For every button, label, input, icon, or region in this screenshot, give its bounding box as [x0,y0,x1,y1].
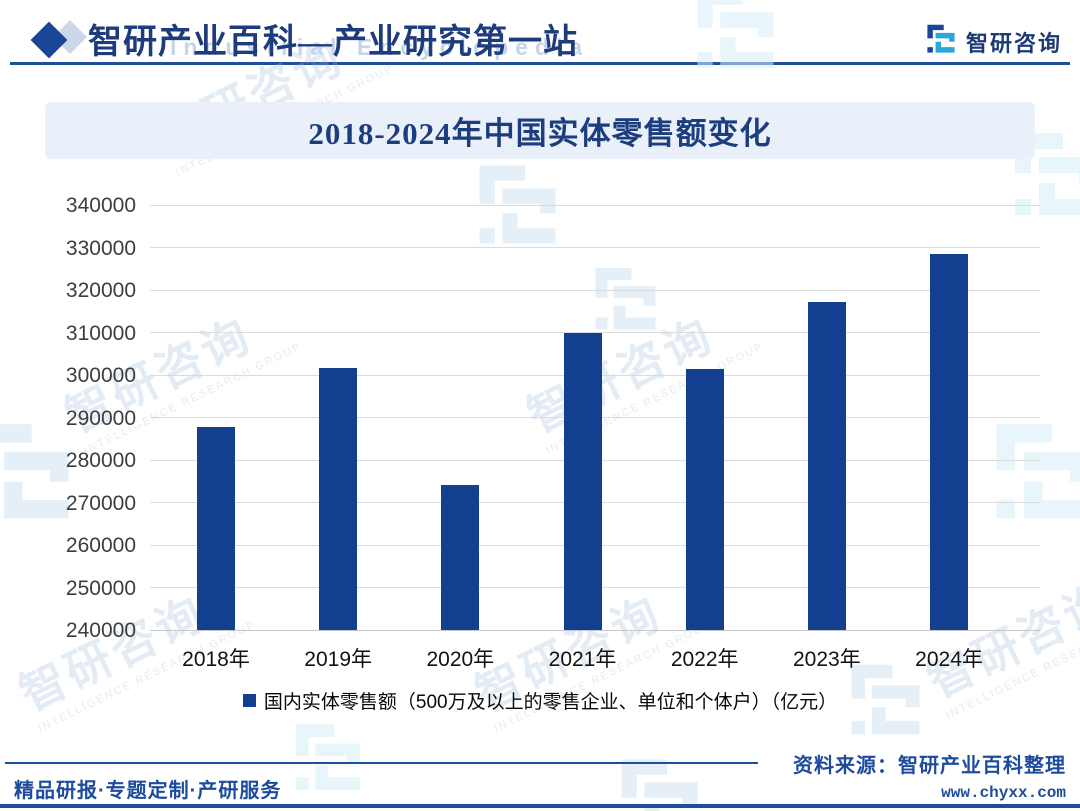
y-tick-label: 300000 [65,364,136,387]
header-ghost-text: Industrial Encyclopedia [170,34,590,60]
x-label-2018年: 2018年 [182,648,250,671]
chart-title: 2018-2024年中国实体零售额变化 [308,116,772,151]
bottom-accent-line [0,804,1080,808]
gridline [150,289,1040,291]
y-tick-label: 240000 [65,619,136,642]
x-label-2022年: 2022年 [670,648,739,671]
website-url: www.chyxx.com [941,784,1066,802]
bar-2023年 [807,301,846,630]
y-tick-label: 340000 [65,194,136,217]
y-tick-label: 320000 [65,279,136,302]
footer-tagline: 精品研报·专题定制·产研服务 [14,780,282,802]
bar-2018年 [197,426,235,630]
legend-label: 国内实体零售额（500万及以上的零售企业、单位和个体户）（亿元） [263,692,838,713]
bar-2022年 [685,368,724,630]
watermark-logo-icon [612,752,707,811]
y-tick-label: 260000 [65,534,136,557]
legend-swatch [242,694,256,707]
watermark-logo-icon [288,718,368,803]
gridline [150,247,1040,248]
x-label-2019年: 2019年 [304,648,373,671]
gridline [150,332,1040,333]
y-tick-label: 330000 [65,236,136,260]
header-underline [10,62,1070,65]
y-tick-label: 310000 [65,321,136,345]
gridline [150,204,1040,206]
y-tick-label: 250000 [65,576,136,600]
y-tick-label: 270000 [65,491,136,515]
bar-2021年 [563,333,602,630]
source-label: 资料来源：智研产业百科整理 [793,755,1066,777]
x-label-2023年: 2023年 [792,648,861,671]
bar-2024年 [930,254,969,630]
zhiyan-logo-icon [924,22,958,61]
plot-area [150,204,1040,631]
x-label-2024年: 2024年 [915,648,983,671]
y-tick-label: 280000 [65,449,136,472]
legend: 国内实体零售额（500万及以上的零售企业、单位和个体户）（亿元） [0,687,1080,714]
brand-name: 智研咨询 [965,30,1062,56]
gridline [150,629,1040,631]
footer-divider [5,762,758,764]
header-title: 智研产业百科—产业研究第一站 [88,24,578,61]
y-tick-label: 290000 [65,406,136,430]
source-block: 资料来源：智研产业百科整理 www.chyxx.com [793,749,1066,802]
brand-logo: 智研咨询 [924,22,1062,61]
bar-2020年 [441,485,480,630]
bar-2019年 [319,368,358,630]
x-label-2020年: 2020年 [426,648,495,671]
chart-title-band: 2018-2024年中国实体零售额变化 [45,102,1035,159]
watermark-logo-icon [688,0,783,82]
x-label-2021年: 2021年 [548,648,617,671]
watermark-logo-icon [0,415,80,535]
